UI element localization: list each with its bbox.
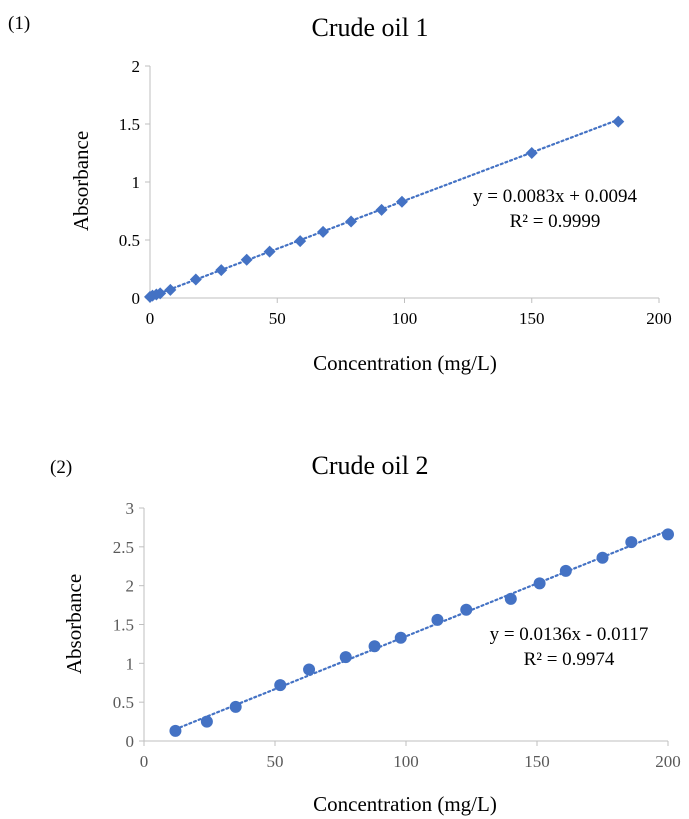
- y-tick-label: 3: [126, 499, 135, 518]
- y-tick-label: 0.5: [113, 693, 134, 712]
- chart-panel-2: (2) Crude oil 2 Absorbance Concentration…: [50, 451, 681, 816]
- data-point: [263, 245, 276, 258]
- data-point: [533, 577, 546, 590]
- data-point: [345, 215, 358, 228]
- y-tick-label: 1.5: [113, 616, 134, 635]
- data-point: [154, 287, 167, 300]
- data-points-2: [169, 528, 674, 737]
- data-point: [395, 195, 408, 208]
- data-point: [317, 225, 330, 238]
- trend-equation-1: y = 0.0083x + 0.0094: [473, 186, 637, 207]
- x-tick-label: 100: [392, 309, 418, 328]
- y-tick-label: 2: [126, 577, 135, 596]
- data-point: [240, 253, 253, 266]
- y-tick-label: 0: [126, 732, 135, 751]
- x-tick-label: 200: [646, 309, 672, 328]
- data-point: [525, 147, 538, 159]
- data-point: [274, 679, 287, 692]
- y-tick-label: 1: [132, 173, 141, 192]
- x-tick-label: 100: [393, 752, 419, 771]
- data-point: [612, 115, 625, 128]
- data-point: [460, 603, 473, 616]
- axes-1: 0 0.5 1 1.5 2 0 50 100 150 200: [119, 57, 672, 328]
- x-axis-title-1: Concentration (mg/L): [313, 351, 497, 375]
- chart-panel-1: (1) Crude oil 1 Absorbance Concentration…: [8, 13, 672, 375]
- data-point: [200, 715, 213, 728]
- x-tick-label: 0: [140, 752, 149, 771]
- x-tick-label: 50: [269, 309, 286, 328]
- x-tick-label: 0: [146, 309, 155, 328]
- y-tick-label: 0: [132, 289, 141, 308]
- data-point: [559, 564, 572, 577]
- trendline-2: [174, 529, 670, 731]
- panel-label-2: (2): [50, 457, 72, 478]
- x-tick-label: 150: [519, 309, 545, 328]
- y-tick-label: 0.5: [119, 231, 140, 250]
- data-point: [625, 536, 638, 549]
- x-tick-label: 200: [655, 752, 681, 771]
- data-point: [339, 651, 352, 664]
- y-tick-label: 1: [126, 654, 135, 673]
- data-point: [229, 700, 242, 713]
- x-tick-label: 50: [267, 752, 284, 771]
- y-tick-label: 2: [132, 57, 141, 76]
- data-point: [368, 640, 381, 653]
- r-squared-2: R² = 0.9974: [524, 649, 615, 670]
- data-point: [303, 663, 316, 676]
- data-point: [504, 592, 517, 605]
- x-tick-label: 150: [524, 752, 550, 771]
- chart-title-1: Crude oil 1: [312, 13, 429, 42]
- y-tick-label: 2.5: [113, 538, 134, 557]
- y-axis-title-2: Absorbance: [62, 574, 86, 674]
- data-point: [189, 273, 202, 286]
- trend-equation-2: y = 0.0136x - 0.0117: [490, 624, 649, 645]
- data-point: [215, 264, 228, 277]
- data-point: [169, 724, 182, 737]
- panel-label-1: (1): [8, 13, 30, 34]
- data-point: [431, 613, 444, 626]
- data-point: [375, 203, 388, 216]
- data-point: [662, 528, 674, 541]
- y-axis-title-1: Absorbance: [69, 131, 93, 231]
- data-point: [294, 235, 307, 248]
- data-point: [164, 283, 177, 296]
- chart-title-2: Crude oil 2: [312, 451, 429, 480]
- axes-2: 0 0.5 1 1.5 2 2.5 3 0 50 100 150 200: [113, 499, 681, 771]
- r-squared-1: R² = 0.9999: [510, 211, 601, 232]
- data-point: [394, 631, 407, 644]
- x-axis-title-2: Concentration (mg/L): [313, 792, 497, 816]
- y-tick-label: 1.5: [119, 115, 140, 134]
- trendline-path: [174, 529, 670, 731]
- data-point: [596, 551, 609, 564]
- data-points-1: [144, 115, 625, 303]
